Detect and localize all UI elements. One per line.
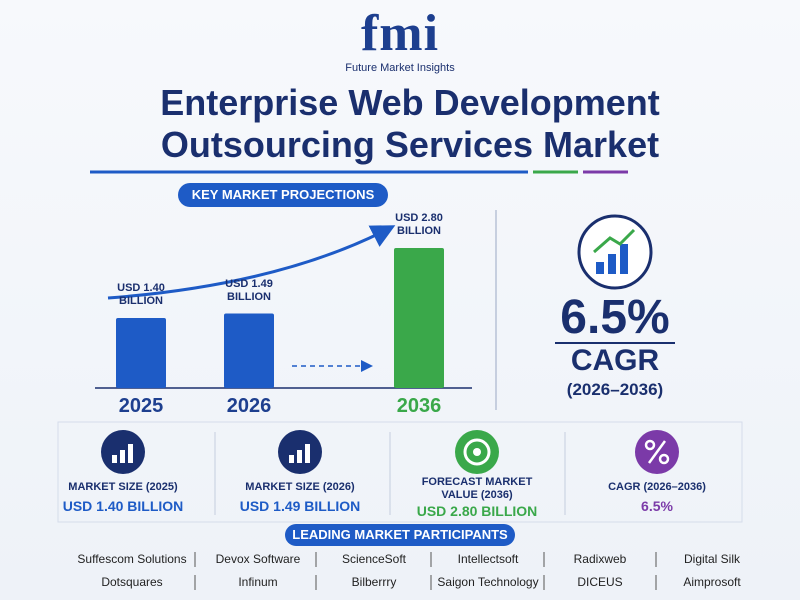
cagr-period: (2026–2036): [566, 380, 664, 399]
stat-label: FORECAST MARKET VALUE (2036): [421, 476, 533, 501]
company: DICEUS: [577, 575, 623, 589]
stat-value: 6.5%: [641, 498, 673, 514]
company: Aimprosoft: [683, 575, 741, 589]
company: Saigon Technology: [437, 575, 539, 589]
brand: Future Market Insights: [345, 62, 455, 74]
value-label: USD 2.80 BILLION: [395, 212, 443, 237]
company: Devox Software: [215, 552, 301, 566]
bar: [394, 248, 444, 388]
cagr-value: 6.5%: [560, 291, 670, 344]
logo: fmi: [360, 5, 440, 62]
stat-icon: [278, 430, 322, 474]
company: ScienceSoft: [341, 552, 407, 566]
participants-title: LEADING MARKET PARTICIPANTS: [285, 524, 515, 546]
stat-icon: [101, 430, 145, 474]
bar: [116, 318, 166, 388]
company: Digital Silk: [683, 552, 740, 566]
company: Intellectsoft: [457, 552, 519, 566]
company: Suffescom Solutions: [77, 552, 187, 566]
company: Radixweb: [573, 552, 627, 566]
title: Enterprise Web Development Outsourcing S…: [160, 82, 660, 165]
company: Infinum: [238, 575, 278, 589]
stat-icon: [635, 430, 679, 474]
bar: [224, 313, 274, 388]
growth-arrow: [107, 225, 396, 300]
company: Bilberrry: [351, 575, 397, 589]
stat-value: USD 1.40 BILLION: [62, 498, 184, 514]
company: Dotsquares: [101, 575, 163, 589]
x-tick-label: 2036: [397, 395, 442, 417]
value-label: USD 1.40 BILLION: [117, 282, 165, 307]
stat-value: USD 2.80 BILLION: [416, 503, 538, 519]
stat-label: MARKET SIZE (2025): [68, 481, 178, 493]
stat-value: USD 1.49 BILLION: [239, 498, 361, 514]
stat-icon: [455, 430, 499, 474]
stat-label: CAGR (2026–2036): [608, 481, 706, 493]
cagr-icon: [577, 214, 653, 290]
chart-title: KEY MARKET PROJECTIONS: [178, 183, 388, 207]
x-tick-label: 2025: [119, 395, 164, 417]
stats-panel: [57, 421, 743, 523]
x-tick-label: 2026: [227, 395, 272, 417]
value-label: USD 1.49 BILLION: [225, 277, 273, 303]
cagr-label: CAGR: [570, 344, 660, 377]
stat-label: MARKET SIZE (2026): [245, 481, 355, 493]
